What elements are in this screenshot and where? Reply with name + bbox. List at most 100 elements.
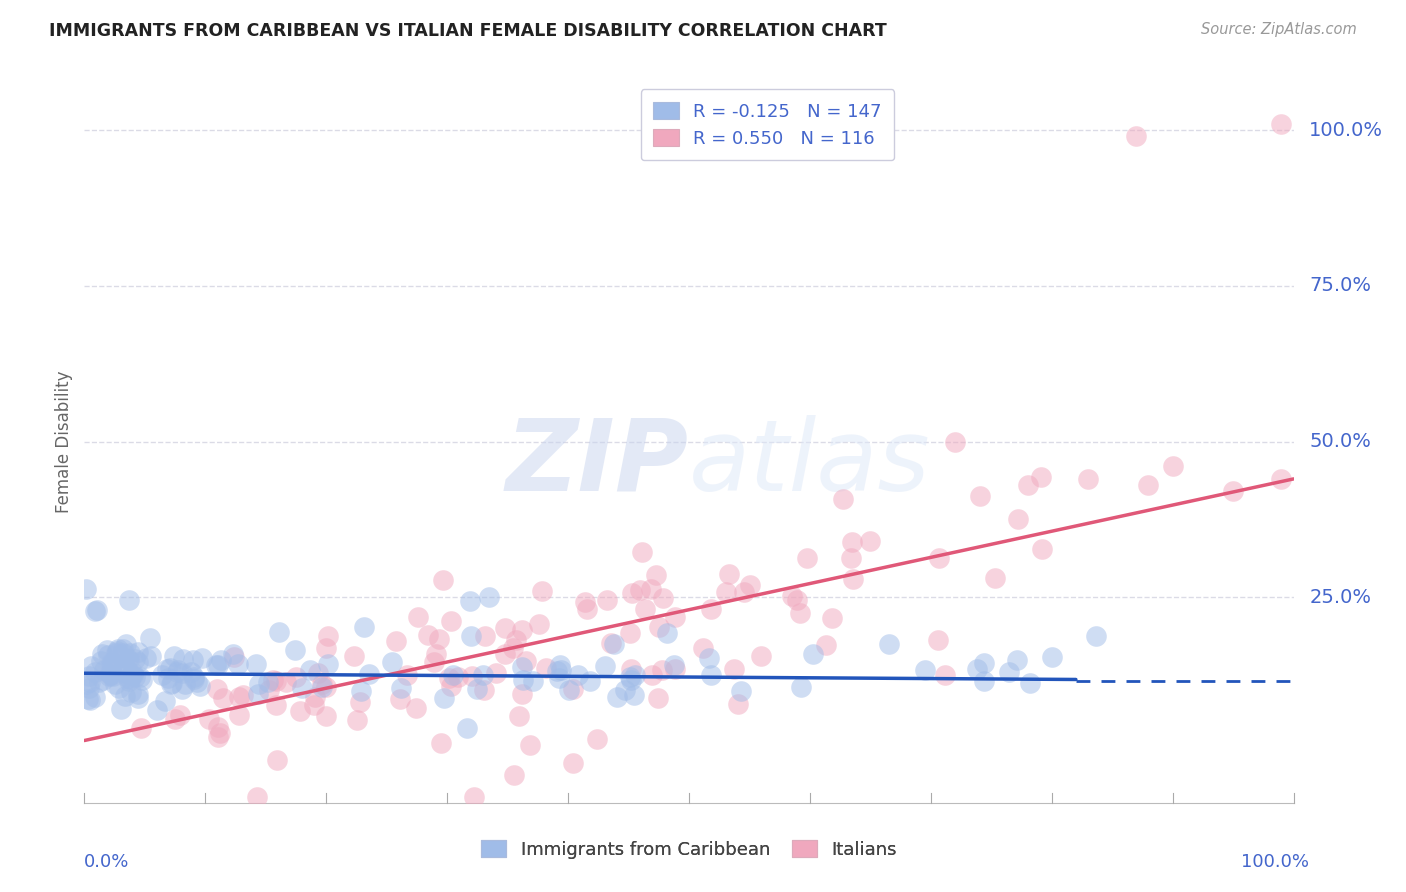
Point: [77, 692, 100, 706]
Point: [75, 676, 97, 690]
Point: [1029, 470, 1052, 484]
Point: [316, 629, 339, 643]
Point: [290, 705, 312, 719]
Point: [1270, 117, 1292, 131]
Point: [207, 730, 229, 744]
Point: [561, 681, 583, 696]
Point: [510, 688, 533, 702]
Point: [973, 656, 995, 670]
Point: [789, 606, 811, 620]
Point: [115, 637, 138, 651]
Point: [780, 590, 803, 604]
Point: [84, 665, 107, 679]
Point: [100, 657, 122, 671]
Point: [228, 707, 250, 722]
Point: [311, 677, 333, 691]
Point: [510, 624, 533, 638]
Point: [207, 720, 229, 734]
Point: [266, 753, 288, 767]
Point: [786, 592, 808, 607]
Point: [172, 652, 194, 666]
Point: [389, 681, 412, 695]
Point: [474, 629, 496, 643]
Point: [927, 633, 949, 648]
Point: [353, 620, 375, 634]
Point: [209, 652, 232, 666]
Point: [432, 573, 454, 587]
Point: [796, 550, 818, 565]
Point: [316, 657, 339, 671]
Point: [943, 434, 966, 449]
Point: [284, 642, 307, 657]
Point: [619, 673, 641, 688]
Point: [80, 659, 103, 673]
Point: [620, 662, 643, 676]
Point: [388, 691, 411, 706]
Point: [841, 535, 863, 549]
Point: [163, 648, 186, 663]
Point: [973, 673, 995, 688]
Point: [534, 661, 557, 675]
Point: [700, 602, 723, 616]
Point: [1077, 472, 1099, 486]
Point: [512, 660, 534, 674]
Point: [232, 689, 254, 703]
Point: [1222, 484, 1244, 499]
Point: [456, 721, 478, 735]
Point: [381, 656, 404, 670]
Point: [122, 666, 145, 681]
Point: [291, 681, 314, 695]
Point: [416, 628, 439, 642]
Point: [264, 698, 287, 713]
Point: [631, 544, 654, 558]
Point: [494, 621, 516, 635]
Point: [801, 647, 824, 661]
Point: [405, 700, 427, 714]
Point: [357, 666, 380, 681]
Point: [1084, 630, 1107, 644]
Point: [567, 668, 589, 682]
Point: [146, 703, 169, 717]
Point: [699, 668, 721, 682]
Point: [640, 582, 662, 596]
Point: [138, 631, 160, 645]
Legend: Immigrants from Caribbean, Italians: Immigrants from Caribbean, Italians: [474, 833, 904, 866]
Point: [815, 639, 838, 653]
Point: [257, 674, 280, 689]
Point: [222, 648, 245, 662]
Point: [461, 669, 484, 683]
Point: [120, 685, 142, 699]
Point: [124, 670, 146, 684]
Point: [267, 625, 290, 640]
Point: [548, 658, 571, 673]
Point: [623, 688, 645, 702]
Point: [247, 687, 270, 701]
Point: [117, 672, 139, 686]
Point: [311, 680, 333, 694]
Point: [519, 738, 541, 752]
Point: [648, 620, 671, 634]
Text: 0.0%: 0.0%: [84, 854, 129, 871]
Point: [346, 713, 368, 727]
Point: [79, 693, 101, 707]
Point: [396, 667, 419, 681]
Point: [579, 674, 602, 689]
Point: [186, 674, 208, 689]
Point: [264, 673, 287, 688]
Point: [183, 670, 205, 684]
Point: [208, 726, 231, 740]
Point: [574, 595, 596, 609]
Point: [101, 669, 124, 683]
Point: [315, 708, 337, 723]
Point: [166, 663, 188, 677]
Point: [634, 602, 657, 616]
Point: [969, 489, 991, 503]
Point: [512, 673, 534, 687]
Point: [463, 789, 485, 804]
Point: [1017, 478, 1039, 492]
Point: [93, 673, 115, 687]
Point: [664, 609, 686, 624]
Point: [1005, 653, 1028, 667]
Text: atlas: atlas: [689, 415, 931, 512]
Point: [831, 491, 853, 506]
